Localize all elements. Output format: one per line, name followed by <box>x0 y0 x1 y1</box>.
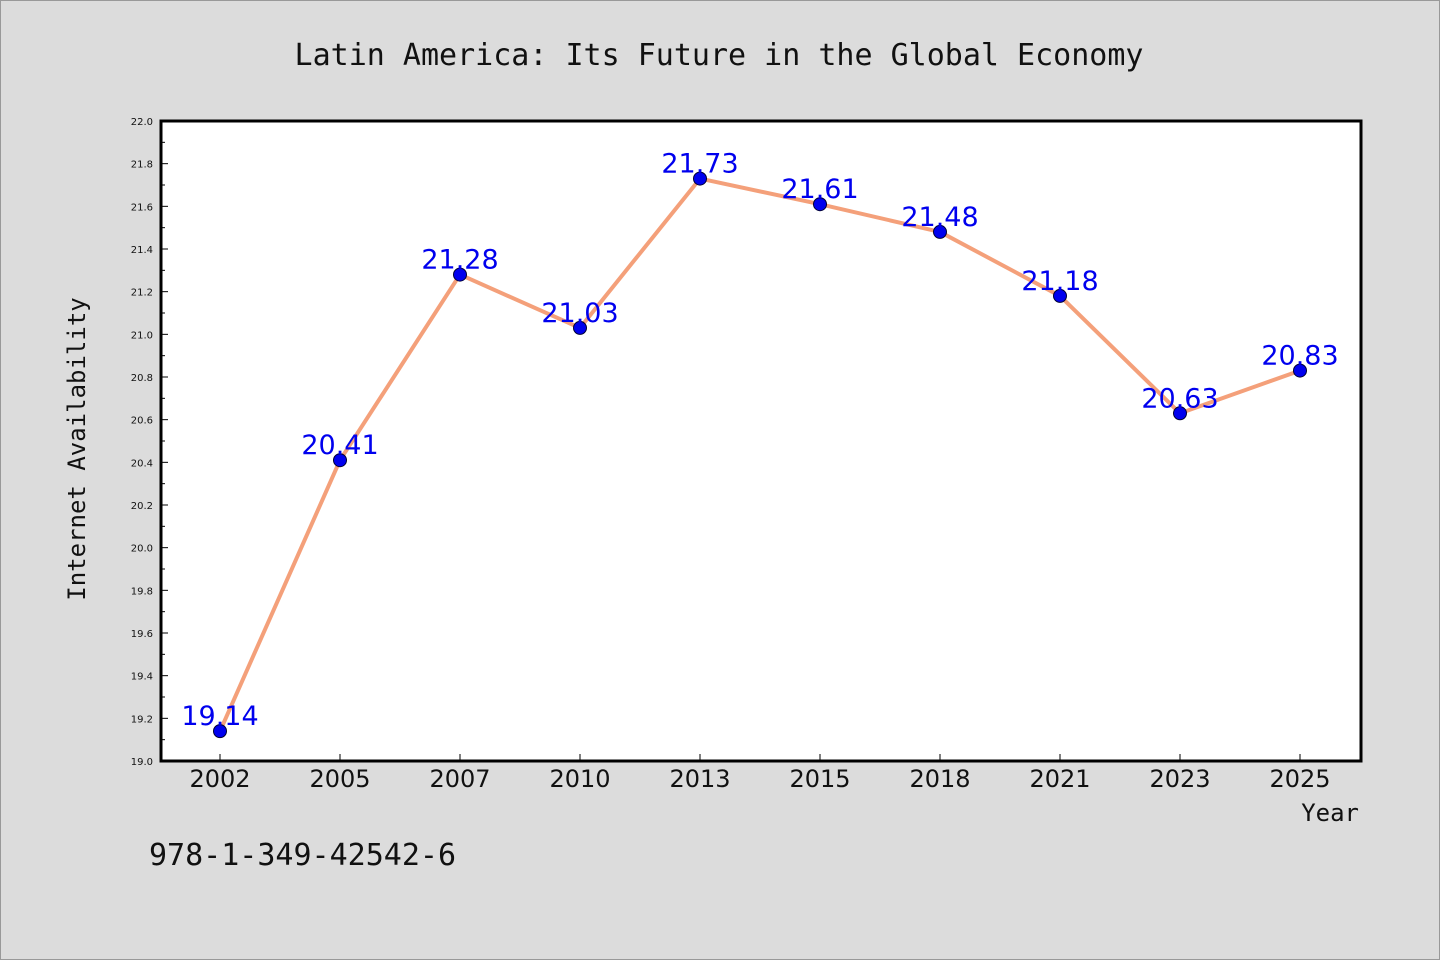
y-tick-label: 19.2 <box>131 714 153 725</box>
data-point-marker <box>1053 288 1067 303</box>
data-point-marker <box>1293 363 1307 378</box>
data-label: 21.61 <box>781 174 858 205</box>
data-label: 21.48 <box>901 202 978 233</box>
x-tick-label: 2007 <box>429 765 490 793</box>
y-tick-label: 19.0 <box>131 757 153 768</box>
y-tick-label: 20.4 <box>131 458 153 469</box>
data-point-marker <box>1173 406 1187 421</box>
y-tick-label: 21.2 <box>131 288 153 299</box>
x-tick-label: 2018 <box>909 765 970 793</box>
data-label: 21.18 <box>1021 266 1098 297</box>
data-label: 21.28 <box>421 245 498 276</box>
chart-title: Latin America: Its Future in the Global … <box>295 38 1144 73</box>
x-tick-label: 2010 <box>549 765 610 793</box>
data-point-marker <box>453 267 467 282</box>
x-tick-label: 2021 <box>1029 765 1090 793</box>
y-tick-label: 22.0 <box>131 117 153 128</box>
y-tick-label: 21.6 <box>131 202 153 213</box>
y-tick-label: 19.6 <box>131 629 153 640</box>
footer-isbn: 978-1-349-42542-6 <box>149 838 456 873</box>
data-label: 19.14 <box>181 701 258 732</box>
data-label: 20.83 <box>1261 341 1338 372</box>
y-tick-label: 20.2 <box>131 501 153 512</box>
data-label: 21.73 <box>661 149 738 180</box>
y-tick-label: 21.8 <box>131 160 153 171</box>
data-point-marker <box>813 197 827 212</box>
x-axis-label: Year <box>1301 799 1359 827</box>
y-tick-label: 20.6 <box>131 416 153 427</box>
x-tick-label: 2015 <box>789 765 850 793</box>
data-point-marker <box>333 453 347 468</box>
data-point-marker <box>573 320 587 335</box>
y-tick-label: 19.4 <box>131 672 153 683</box>
data-point-marker <box>213 724 227 739</box>
plot-frame <box>159 119 1363 763</box>
data-point-marker <box>933 224 947 239</box>
x-tick-label: 2023 <box>1149 765 1210 793</box>
data-label: 20.63 <box>1141 383 1218 414</box>
plot-area: 19.0 19.2 19.4 19.6 19.8 20.0 20.2 20.4 20.6 20.8… <box>131 117 1363 793</box>
series-line <box>218 176 1302 734</box>
y-tick-label: 20.8 <box>131 373 153 384</box>
data-label: 21.03 <box>541 298 618 329</box>
y-tick-label: 19.8 <box>131 586 153 597</box>
y-axis-label: Internet Availability <box>63 297 91 600</box>
x-tick-label: 2002 <box>189 765 250 793</box>
y-tick-label: 21.4 <box>131 245 153 256</box>
data-label: 20.41 <box>301 430 378 461</box>
y-tick-label: 20.0 <box>131 544 153 555</box>
plot-background <box>161 121 1361 761</box>
x-tick-label: 2025 <box>1269 765 1330 793</box>
x-tick-label: 2005 <box>309 765 370 793</box>
y-tick-label: 21.0 <box>131 330 153 341</box>
x-tick-label: 2013 <box>669 765 730 793</box>
data-point-marker <box>693 171 707 186</box>
